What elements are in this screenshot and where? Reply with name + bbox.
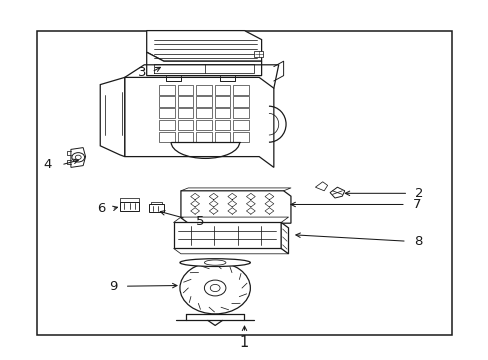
Text: 4: 4 [43,158,52,171]
Bar [159,85,174,95]
Bar [177,96,193,107]
Bar [214,108,230,118]
Bar [214,132,230,142]
Text: 7: 7 [411,198,420,211]
Text: 6: 6 [97,202,106,215]
Bar [177,85,193,95]
Circle shape [72,153,84,162]
Ellipse shape [180,259,250,266]
Bar [196,85,211,95]
Bar [159,108,174,118]
Bar [196,96,211,107]
Bar [159,132,174,142]
Circle shape [210,284,220,292]
Polygon shape [120,202,139,211]
Polygon shape [329,187,344,198]
Ellipse shape [204,260,225,265]
Polygon shape [124,77,273,167]
Polygon shape [146,31,261,61]
Bar [177,120,193,130]
Polygon shape [173,222,281,248]
Polygon shape [173,248,288,254]
Bar [214,96,230,107]
Bar [233,96,248,107]
Text: 8: 8 [413,235,422,248]
Bar [37,31,451,335]
Bar [233,132,248,142]
Text: 9: 9 [109,280,118,293]
Polygon shape [315,182,327,191]
Polygon shape [181,191,290,223]
Circle shape [204,280,225,296]
Circle shape [180,262,250,314]
Polygon shape [281,222,288,254]
Bar [214,120,230,130]
Polygon shape [71,148,85,167]
Bar [233,120,248,130]
Polygon shape [146,52,261,76]
Bar [196,108,211,118]
Bar [159,96,174,107]
Text: 1: 1 [240,335,248,350]
Bar [177,132,193,142]
Polygon shape [149,204,163,212]
Text: 2: 2 [414,187,423,200]
Bar [233,108,248,118]
Bar [196,120,211,130]
Bar [214,85,230,95]
Bar [254,51,263,57]
Text: 3: 3 [138,66,146,78]
Bar [196,132,211,142]
Bar [177,108,193,118]
Bar [159,120,174,130]
Bar [233,85,248,95]
Polygon shape [100,77,124,157]
Text: 5: 5 [196,215,204,228]
Circle shape [75,155,81,159]
